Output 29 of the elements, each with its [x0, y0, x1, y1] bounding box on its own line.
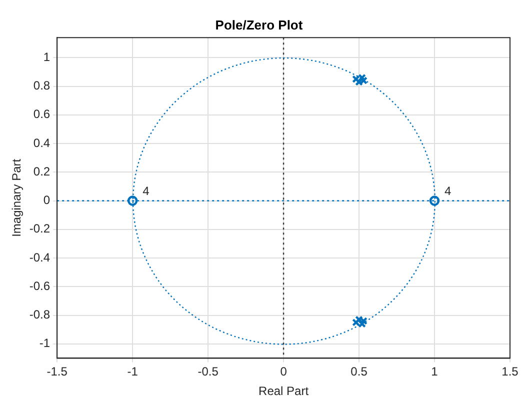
y-tick-label: 1	[43, 50, 50, 64]
point	[352, 75, 360, 84]
point	[429, 196, 440, 206]
y-tick-label: -0.8	[29, 308, 50, 322]
y-tick-label: -0.6	[29, 278, 50, 293]
point	[352, 318, 360, 326]
point	[127, 196, 138, 206]
y-tick-label: -0.2	[29, 222, 50, 236]
y-tick-label: 0.6	[33, 107, 50, 122]
y-tick-label: 0.8	[33, 78, 50, 93]
point	[360, 76, 368, 84]
annotation: 4	[142, 184, 150, 198]
point	[360, 317, 368, 325]
x-tick-label: 0.5	[350, 364, 368, 379]
chart-title: Pole/Zero Plot	[215, 17, 304, 32]
x-tick-label: -1.5	[46, 364, 68, 379]
x-tick-label: 1	[431, 364, 438, 379]
y-tick-label: -0.4	[29, 250, 50, 264]
x-tick-label: 0	[280, 364, 288, 379]
x-tick-label: -0.5	[198, 364, 219, 379]
y-tick-label: -1	[39, 336, 50, 350]
annotation: 4	[444, 184, 452, 198]
x-tick-label: -1	[127, 364, 138, 379]
x-axis-title: Real Part	[258, 384, 310, 398]
y-tick-label: 0.2	[33, 164, 50, 178]
y-tick-label: 0	[43, 193, 50, 208]
x-tick-label: 1.5	[502, 364, 519, 379]
y-axis-title: Imaginary Part	[10, 158, 24, 237]
y-tick-label: 0.4	[33, 136, 50, 150]
